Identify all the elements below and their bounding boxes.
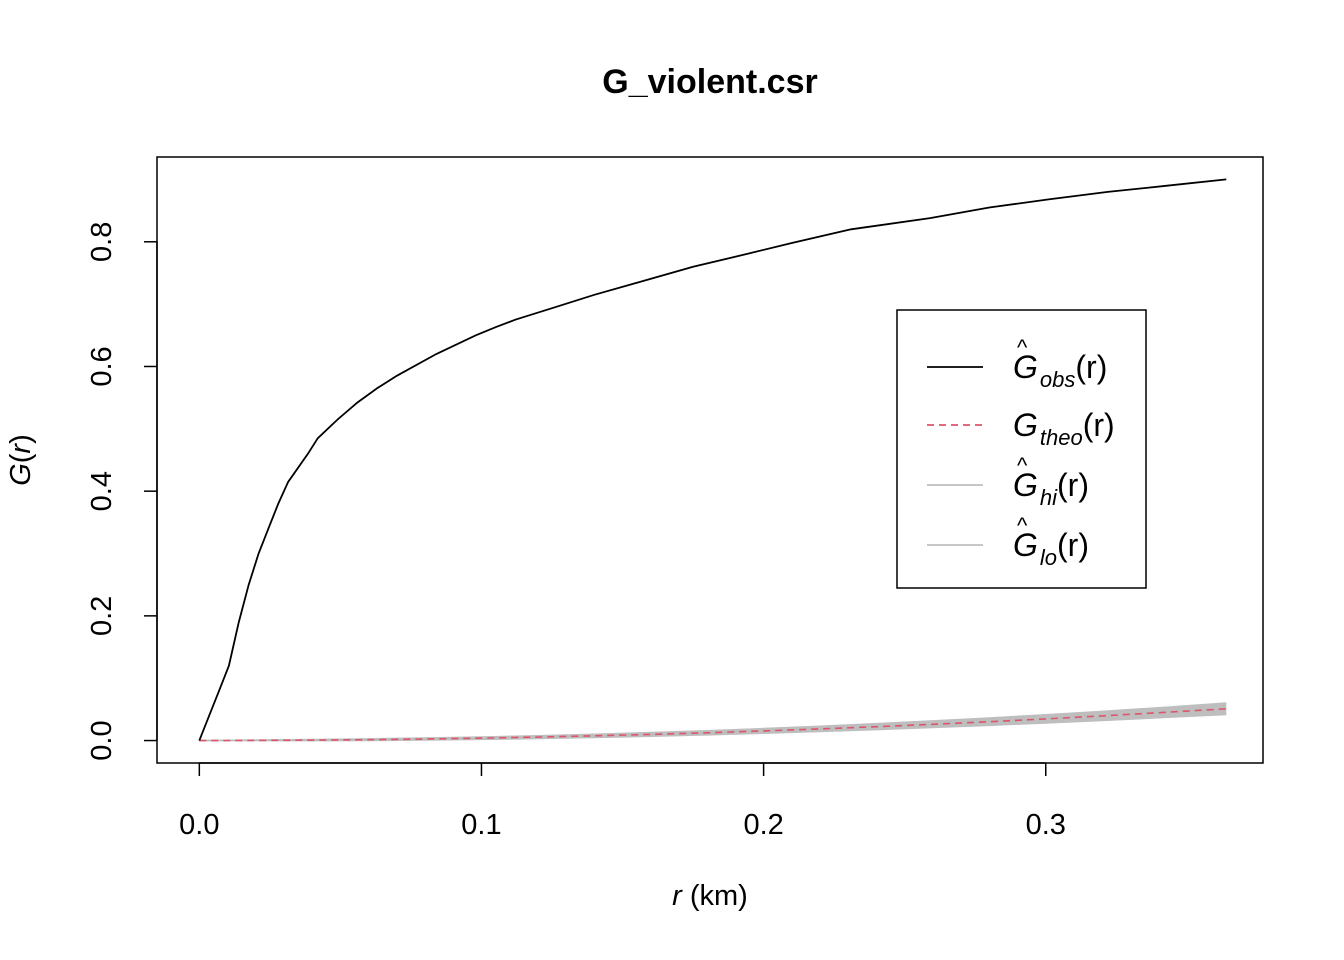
legend-box [896,309,1147,589]
y-tick-label: 0.6 [86,346,118,386]
y-axis: 0.0 0.2 0.4 0.6 0.8 [86,222,158,761]
legend-hat-obs: ^ [1017,335,1028,360]
legend-hat-lo: ^ [1017,513,1028,538]
envelope-band [199,703,1227,741]
legend-label-obs: Gobs(r) [1013,349,1107,392]
y-axis-label: G(r) [5,434,37,486]
envelope-band-area [199,703,1227,741]
y-axis-label-close: ) [5,434,37,444]
legend-hat-hi: ^ [1017,453,1028,478]
x-tick-label: 0.1 [461,809,501,841]
legend-label-lo: Glo(r) [1013,527,1089,570]
x-tick-label: 0.2 [743,809,783,841]
legend-label-theo: Gtheo(r) [1013,407,1115,450]
y-tick-label: 0.2 [86,596,118,636]
chart-title: G_violent.csr [602,63,817,101]
x-axis-label-var: r [672,880,683,912]
legend-label-hi: Ghi(r) [1013,467,1089,510]
y-tick-label: 0.8 [86,222,118,262]
x-axis-label-unit: (km) [682,880,748,912]
x-tick-label: 0.0 [179,809,219,841]
series-lines [198,178,1227,742]
x-axis-label: r (km) [672,880,748,912]
series-line-obs [198,178,1227,741]
y-tick-label: 0.0 [86,720,118,760]
x-axis: 0.0 0.1 0.2 0.3 [179,762,1066,841]
y-axis-label-var: r [5,443,37,454]
legend: Gobs(r)^Gtheo(r)Ghi(r)^Glo(r)^ [896,309,1147,589]
y-axis-label-func: G [5,463,37,486]
y-axis-label-open: ( [5,453,37,463]
series-line-theo [199,708,1227,742]
x-tick-label: 0.3 [1026,809,1066,841]
y-tick-label: 0.4 [86,471,118,511]
